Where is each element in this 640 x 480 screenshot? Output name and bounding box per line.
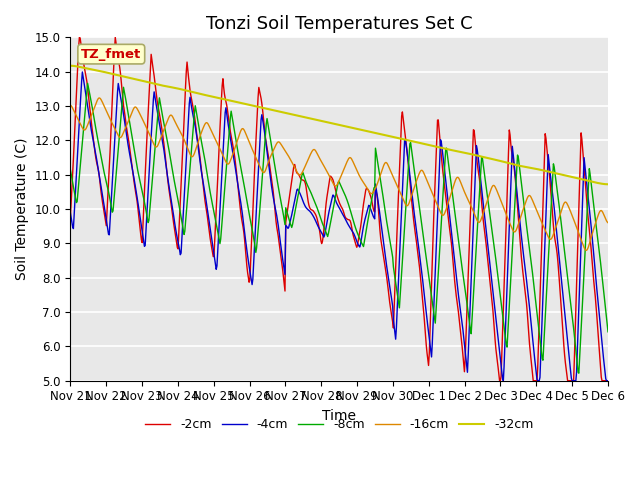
-32cm: [132, 76, 140, 82]
-16cm: [405, 200, 413, 206]
Title: Tonzi Soil Temperatures Set C: Tonzi Soil Temperatures Set C: [206, 15, 472, 33]
Line: -4cm: -4cm: [70, 72, 608, 381]
-8cm: [187, 156, 195, 161]
-4cm: [421, 297, 429, 302]
-8cm: [604, 329, 612, 335]
-32cm: [214, 95, 222, 101]
-8cm: [67, 167, 74, 172]
-4cm: [405, 166, 413, 172]
X-axis label: Time: Time: [322, 409, 356, 423]
Legend: -2cm, -4cm, -8cm, -16cm, -32cm: -2cm, -4cm, -8cm, -16cm, -32cm: [140, 413, 538, 436]
-8cm: [575, 370, 582, 376]
-4cm: [187, 99, 195, 105]
-16cm: [76, 120, 84, 126]
Line: -32cm: -32cm: [70, 66, 608, 184]
-2cm: [604, 378, 612, 384]
-16cm: [67, 102, 74, 108]
-2cm: [67, 214, 74, 220]
-2cm: [132, 192, 140, 198]
-32cm: [67, 63, 74, 69]
-8cm: [405, 153, 413, 158]
-4cm: [132, 189, 140, 194]
-8cm: [421, 245, 429, 251]
Y-axis label: Soil Temperature (C): Soil Temperature (C): [15, 138, 29, 280]
-2cm: [215, 142, 223, 148]
-16cm: [132, 105, 140, 110]
-32cm: [76, 64, 84, 70]
-8cm: [215, 237, 223, 242]
-32cm: [404, 137, 412, 143]
-32cm: [604, 181, 612, 187]
-16cm: [96, 95, 104, 101]
-16cm: [187, 153, 195, 158]
-32cm: [420, 141, 428, 147]
-2cm: [187, 92, 195, 98]
Line: -8cm: -8cm: [70, 84, 608, 373]
Text: TZ_fmet: TZ_fmet: [81, 48, 141, 60]
-8cm: [76, 164, 84, 170]
-16cm: [604, 220, 612, 226]
-32cm: [186, 88, 194, 94]
-2cm: [405, 170, 413, 176]
-4cm: [67, 210, 74, 216]
-8cm: [84, 81, 92, 86]
-4cm: [604, 378, 612, 384]
-2cm: [76, 35, 83, 40]
-16cm: [421, 172, 429, 178]
Line: -16cm: -16cm: [70, 98, 608, 251]
-8cm: [132, 159, 140, 165]
Line: -2cm: -2cm: [70, 37, 608, 381]
-4cm: [499, 378, 507, 384]
-2cm: [421, 324, 429, 329]
-4cm: [215, 221, 223, 227]
-16cm: [215, 144, 223, 150]
-4cm: [79, 69, 86, 75]
-16cm: [582, 248, 590, 253]
-2cm: [77, 40, 84, 46]
-4cm: [76, 105, 84, 110]
-2cm: [496, 378, 504, 384]
